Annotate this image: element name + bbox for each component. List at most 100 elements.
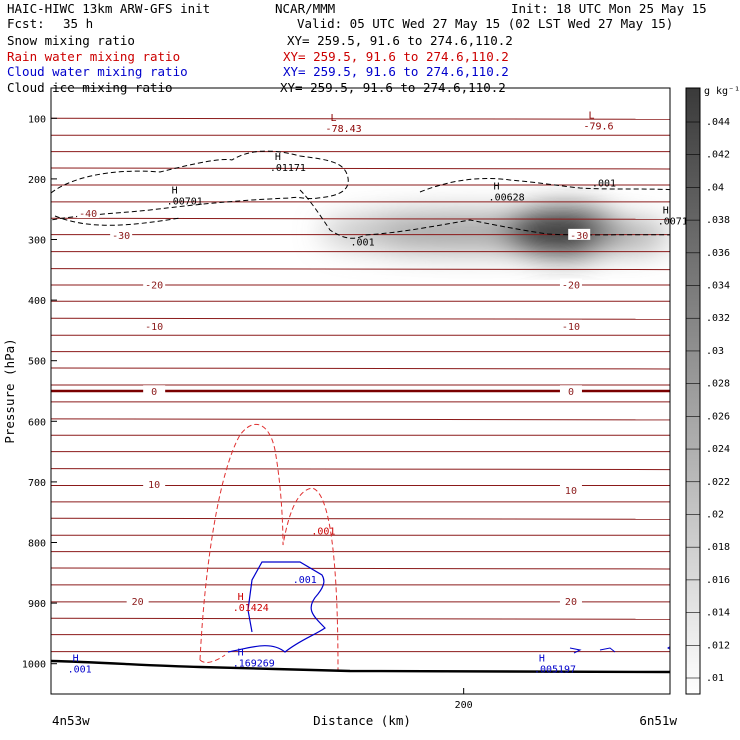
extremum-value: .01171 xyxy=(270,163,306,174)
isotherm-line xyxy=(51,317,670,320)
valid-time: Valid: 05 UTC Wed 27 May 15 (02 LST Wed … xyxy=(297,16,673,31)
isotherm-label-bg xyxy=(143,385,166,397)
isotherm-line xyxy=(51,217,670,220)
plot-frame xyxy=(50,87,671,695)
isotherm-label: 20 xyxy=(565,597,577,608)
x-end-label: 6n51w xyxy=(639,713,677,728)
isotherm-label-bg xyxy=(77,207,100,219)
extremum-marker: H xyxy=(539,654,545,665)
extremum-marker: H xyxy=(73,654,79,665)
contour-label: .001 xyxy=(293,575,317,586)
isotherm-line xyxy=(51,167,670,170)
isotherm-label: -20 xyxy=(562,281,580,292)
isotherm-line xyxy=(51,567,670,570)
isotherm-line xyxy=(51,117,670,120)
fcst-label: Fcst: xyxy=(7,16,45,31)
isotherm-label: 10 xyxy=(148,480,160,491)
legend-rain-xy: XY= 259.5, 91.6 to 274.6,110.2 xyxy=(283,49,509,64)
extremum-marker: L xyxy=(331,113,337,124)
y-tick-label: 1000 xyxy=(22,660,46,671)
extremum-value: -78.43 xyxy=(326,124,362,135)
isotherm-line xyxy=(51,517,670,520)
isotherm-label-bg xyxy=(559,483,582,495)
y-axis-label: Pressure (hPa) xyxy=(2,338,17,443)
extremum-value: .00701 xyxy=(167,196,203,207)
colorbar-label: .032 xyxy=(706,313,730,324)
legend-rain-name: Rain water mixing ratio xyxy=(7,49,180,64)
x-start-label: 4n53w xyxy=(52,713,90,728)
isotherm-label: 0 xyxy=(151,387,157,398)
isotherm-label-bg xyxy=(559,385,582,397)
x-axis: 200 xyxy=(455,688,473,711)
legend-cloudwater-name: Cloud water mixing ratio xyxy=(7,64,188,79)
isotherm-label: -40 xyxy=(79,209,97,220)
extremum-value: -79.6 xyxy=(583,122,613,133)
isotherm-label-bg xyxy=(559,278,582,290)
init-time: Init: 18 UTC Mon 25 May 15 xyxy=(511,1,707,16)
extremum-value: .01424 xyxy=(233,603,269,614)
legend-snow-xy: XY= 259.5, 91.6 to 274.6,110.2 xyxy=(287,33,513,48)
contour-label: .001 xyxy=(592,179,616,190)
extremum-value: .00628 xyxy=(489,193,525,204)
legend-cloudwater-xy: XY= 259.5, 91.6 to 274.6,110.2 xyxy=(283,64,509,79)
colorbar-label: .026 xyxy=(706,411,730,422)
cloud-water-contour xyxy=(227,561,670,654)
isotherm-label: -30 xyxy=(112,231,130,242)
y-tick-label: 400 xyxy=(28,296,46,307)
contour-label: .001 xyxy=(351,238,375,249)
isotherm-line xyxy=(51,468,670,471)
colorbar-label: .034 xyxy=(706,281,730,292)
y-tick-label: 900 xyxy=(28,599,46,610)
org-label: NCAR/MMM xyxy=(275,1,335,16)
colorbar: g kg⁻¹ .01 .012 .014 .016 .018 .02 .022 .024 .02… xyxy=(685,86,740,695)
extremum-marker: H xyxy=(663,205,669,216)
extremum-marker: H xyxy=(238,592,244,603)
x-axis-label: Distance (km) xyxy=(313,713,411,728)
isotherm-line xyxy=(51,367,670,370)
extremum-marker: H xyxy=(494,182,500,193)
extremum-value: .001 xyxy=(68,665,92,676)
colorbar-label: .036 xyxy=(706,248,730,259)
contour-label: .001 xyxy=(311,527,335,538)
isotherm-label-bg xyxy=(568,228,591,240)
colorbar-label: .044 xyxy=(706,117,730,128)
y-tick-label: 100 xyxy=(28,114,46,125)
extremum-marker: H xyxy=(238,648,244,659)
isotherm-line xyxy=(51,418,670,421)
colorbar-label: .024 xyxy=(706,444,730,455)
y-tick-label: 300 xyxy=(28,236,46,247)
colorbar-label: .042 xyxy=(706,150,730,161)
extremum-value: .005197 xyxy=(534,665,576,676)
y-tick-label: 500 xyxy=(28,357,46,368)
terrain-line xyxy=(51,659,670,674)
isotherm-label: -10 xyxy=(562,322,580,333)
legend-snow-name: Snow mixing ratio xyxy=(7,33,135,48)
isotherm-label: 0 xyxy=(568,387,574,398)
model-title: HAIC-HIWC 13km ARW-GFS init xyxy=(7,1,210,16)
isotherm-label-bg xyxy=(559,594,582,606)
legend: Snow mixing ratio XY= 259.5, 91.6 to 274… xyxy=(7,33,513,95)
fcst-value: 35 h xyxy=(63,16,93,31)
isotherm-label: -30 xyxy=(570,231,588,242)
colorbar-label: .04 xyxy=(706,182,724,193)
isotherm-label-bg xyxy=(110,228,133,240)
colorbar-label: .03 xyxy=(706,346,724,357)
y-tick-label: 800 xyxy=(28,539,46,550)
isotherm-label-bg xyxy=(143,319,166,331)
extremum-marker: L xyxy=(588,111,594,122)
isotherm-label: -10 xyxy=(145,322,163,333)
colorbar-label: .018 xyxy=(706,542,730,553)
y-axis: 100 200 300 400 500 600 700 800 900 1000 xyxy=(22,114,57,671)
isotherm-label-bg xyxy=(126,594,149,606)
isotherm-lines xyxy=(51,117,670,653)
isotherm-label-bg xyxy=(559,319,582,331)
colorbar-label: .038 xyxy=(706,215,730,226)
colorbar-unit: g kg⁻¹ xyxy=(704,86,740,97)
y-tick-label: 700 xyxy=(28,478,46,489)
colorbar-label: .028 xyxy=(706,379,730,390)
rain-water-contour xyxy=(199,423,339,671)
isotherm-line xyxy=(51,268,670,271)
